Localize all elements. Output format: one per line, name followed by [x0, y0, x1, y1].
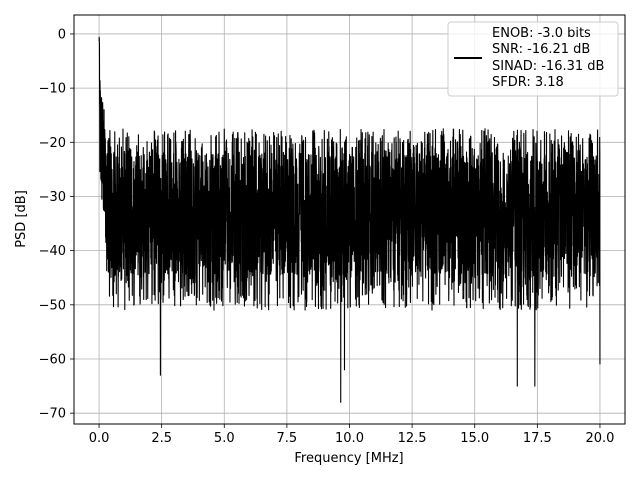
x-tick-label: 5.0 [214, 431, 235, 446]
legend-snr: SNR: -16.21 dB [492, 42, 590, 57]
x-tick-label: 17.5 [523, 431, 552, 446]
y-tick-label: −50 [39, 298, 66, 313]
x-axis: 0.0 2.5 5.0 7.5 10.0 12.5 15.0 17.5 20.0 [89, 424, 614, 446]
x-tick-label: 15.0 [460, 431, 489, 446]
x-tick-label: 12.5 [398, 431, 427, 446]
y-tick-label: −10 [39, 82, 66, 97]
y-tick-label: −60 [39, 352, 66, 367]
y-tick-label: −70 [39, 407, 66, 422]
x-tick-label: 2.5 [151, 431, 172, 446]
legend: ENOB: -3.0 bits SNR: -16.21 dB SINAD: -1… [447, 21, 619, 97]
y-axis-label: PSD [dB] [14, 190, 29, 248]
y-tick-label: −40 [39, 244, 66, 259]
legend-box [447, 21, 619, 97]
psd-line [98, 36, 601, 403]
legend-sinad: SINAD: -16.31 dB [492, 59, 604, 74]
y-tick-label: −30 [39, 190, 66, 205]
legend-enob: ENOB: -3.0 bits [492, 26, 591, 41]
x-axis-label: Frequency [MHz] [294, 451, 403, 466]
psd-trace [98, 36, 601, 403]
y-tick-label: −20 [39, 136, 66, 151]
legend-sfdr: SFDR: 3.18 [492, 75, 564, 90]
x-tick-label: 0.0 [89, 431, 110, 446]
x-tick-label: 20.0 [585, 431, 614, 446]
y-tick-label: 0 [58, 27, 66, 42]
y-axis: 0 −10 −20 −30 −40 −50 −60 −70 [39, 27, 74, 422]
x-tick-label: 10.0 [335, 431, 364, 446]
x-tick-label: 7.5 [277, 431, 298, 446]
